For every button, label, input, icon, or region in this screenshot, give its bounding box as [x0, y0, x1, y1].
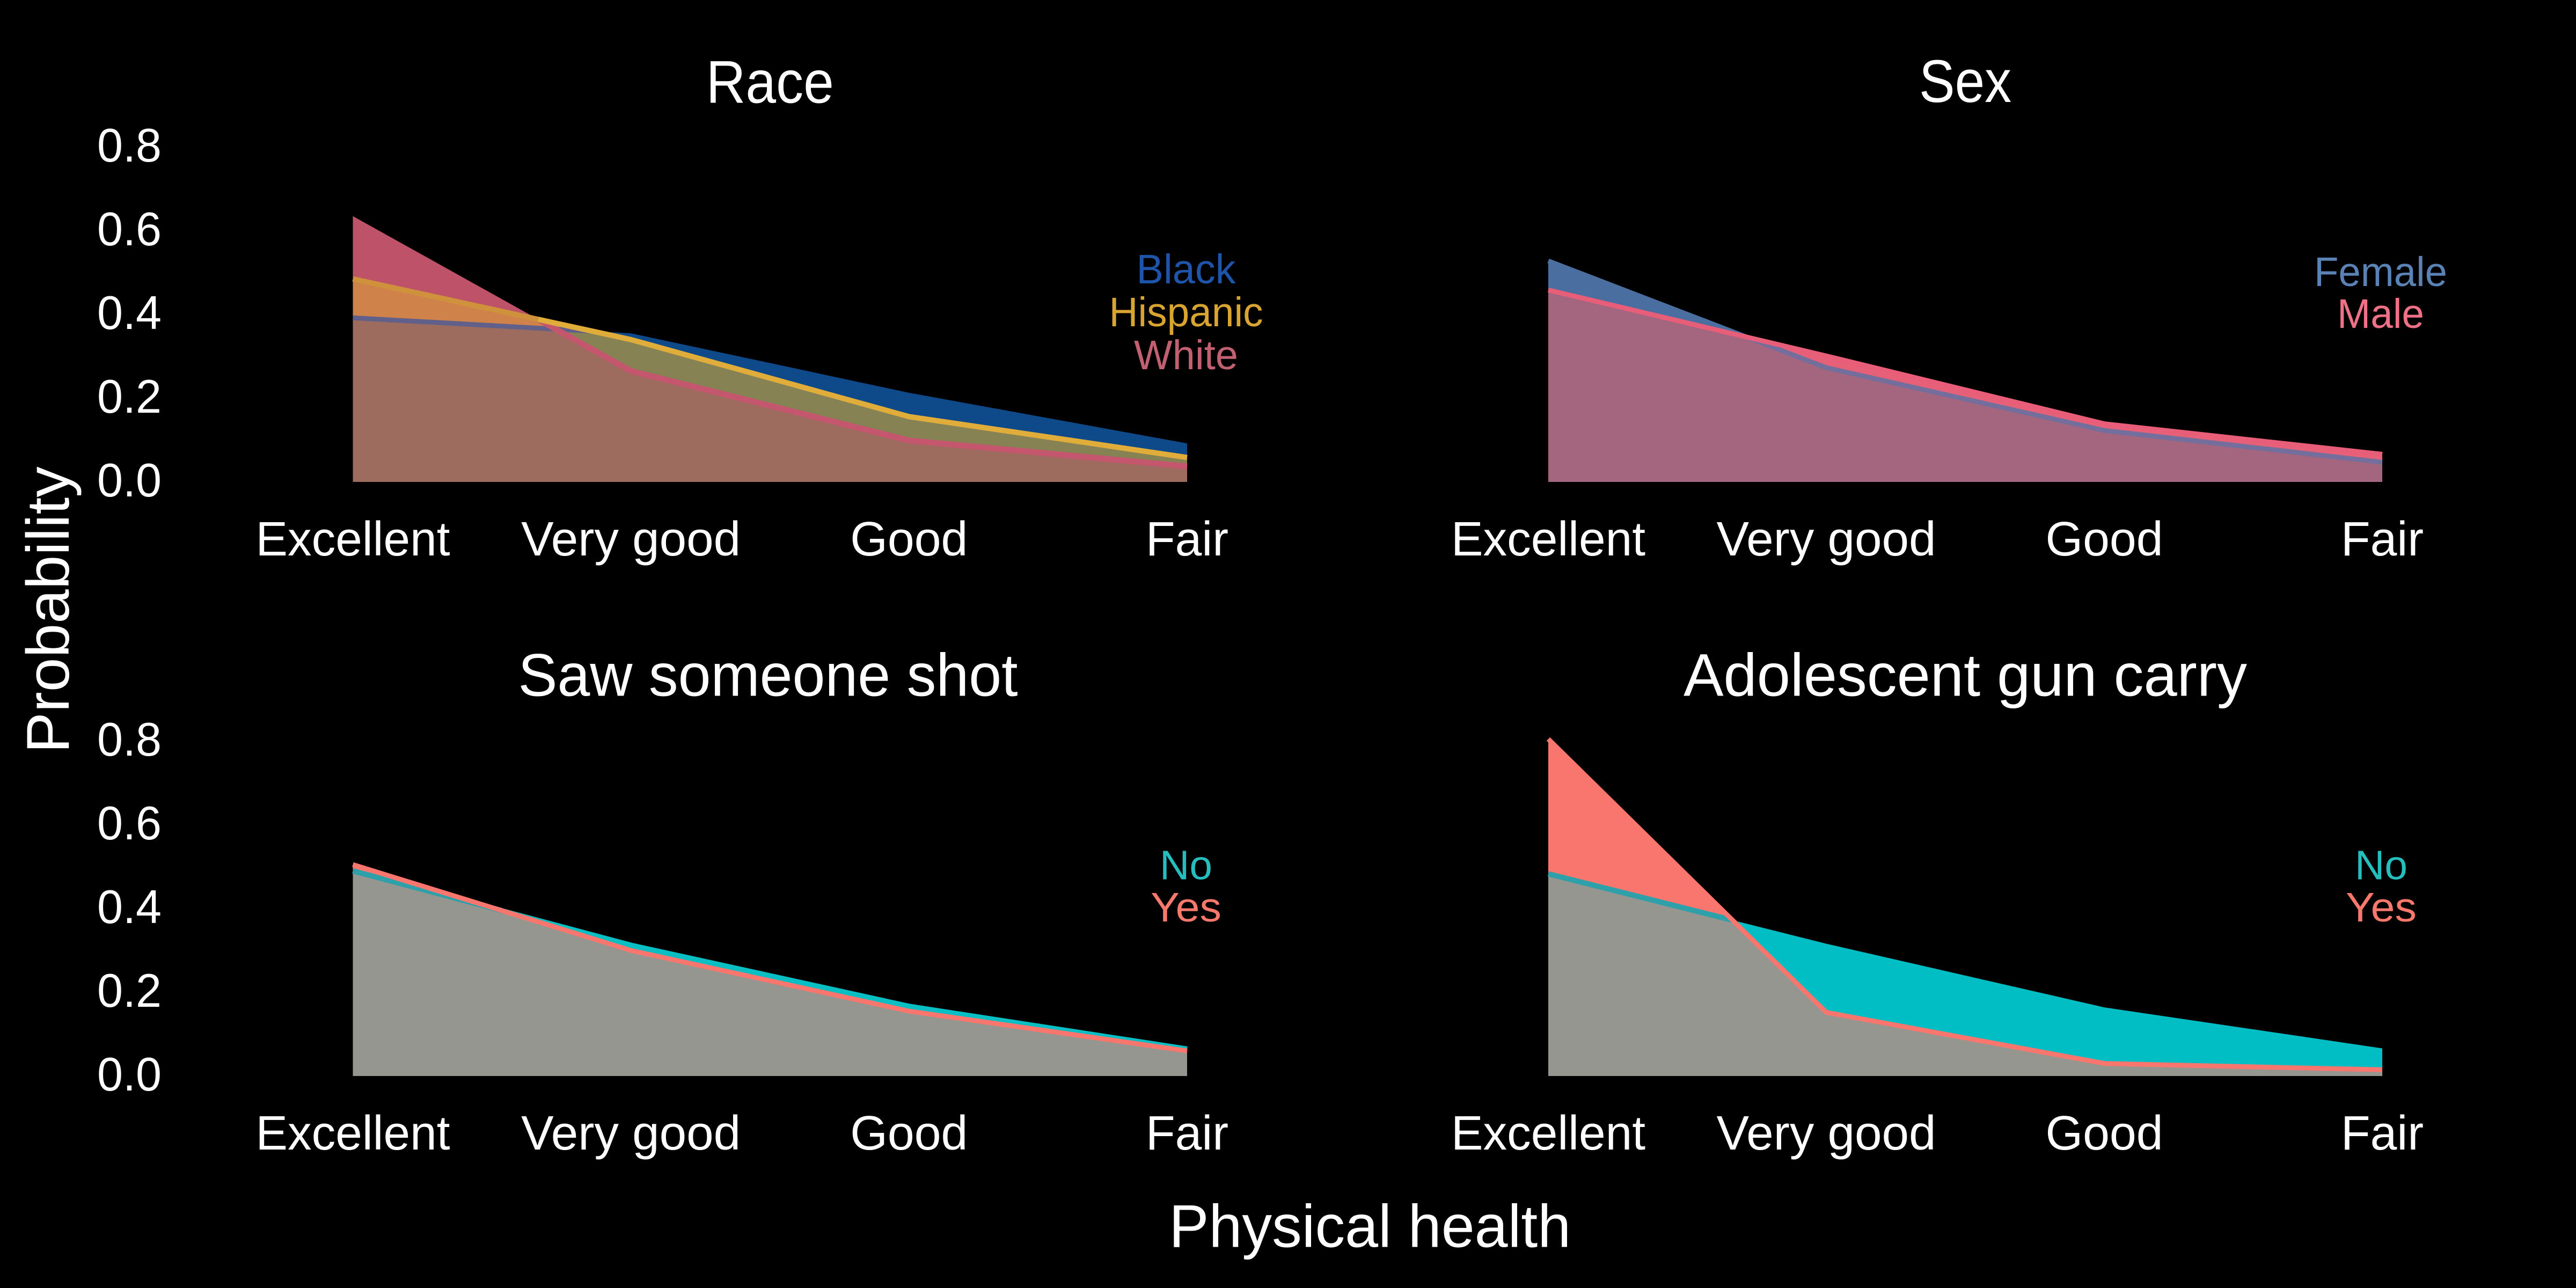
svg-text:Very good: Very good: [521, 513, 741, 566]
svg-text:Male: Male: [2337, 291, 2424, 337]
svg-text:Race: Race: [706, 48, 834, 115]
svg-text:Good: Good: [850, 1107, 968, 1160]
svg-text:0.4: 0.4: [97, 286, 162, 339]
svg-text:Saw someone shot: Saw someone shot: [518, 642, 1018, 709]
svg-text:0.0: 0.0: [97, 453, 162, 507]
svg-text:Fair: Fair: [1146, 513, 1228, 566]
svg-text:Excellent: Excellent: [256, 513, 450, 566]
svg-text:0.0: 0.0: [97, 1048, 162, 1101]
svg-text:Sex: Sex: [1919, 48, 2011, 115]
svg-text:Good: Good: [2046, 1107, 2163, 1160]
svg-text:Physical health: Physical health: [1169, 1193, 1571, 1260]
svg-text:Fair: Fair: [1146, 1107, 1228, 1160]
svg-text:Excellent: Excellent: [256, 1107, 450, 1160]
svg-text:Yes: Yes: [2346, 884, 2417, 931]
svg-text:0.2: 0.2: [97, 964, 162, 1017]
svg-text:Female: Female: [2314, 249, 2447, 295]
svg-text:White: White: [1134, 332, 1238, 378]
svg-text:0.6: 0.6: [97, 202, 162, 255]
svg-text:0.8: 0.8: [97, 713, 162, 766]
svg-text:0.2: 0.2: [97, 370, 162, 423]
svg-text:Excellent: Excellent: [1451, 1107, 1645, 1160]
svg-text:Good: Good: [850, 513, 968, 566]
svg-text:Yes: Yes: [1151, 884, 1221, 931]
svg-text:Fair: Fair: [2341, 513, 2424, 566]
svg-text:Black: Black: [1137, 246, 1236, 292]
svg-text:Very good: Very good: [1717, 1107, 1936, 1160]
svg-text:Hispanic: Hispanic: [1109, 289, 1263, 335]
svg-text:0.6: 0.6: [97, 796, 162, 850]
svg-text:Very good: Very good: [1717, 513, 1936, 566]
svg-text:Probability: Probability: [14, 467, 82, 753]
svg-text:No: No: [1160, 843, 1212, 889]
svg-text:0.8: 0.8: [97, 119, 162, 172]
svg-text:Excellent: Excellent: [1451, 513, 1645, 566]
svg-text:Good: Good: [2046, 513, 2163, 566]
svg-text:Adolescent gun carry: Adolescent gun carry: [1684, 642, 2247, 709]
svg-text:Very good: Very good: [521, 1107, 741, 1160]
svg-text:0.4: 0.4: [97, 880, 162, 933]
svg-text:Fair: Fair: [2341, 1107, 2424, 1160]
svg-text:No: No: [2355, 843, 2407, 889]
